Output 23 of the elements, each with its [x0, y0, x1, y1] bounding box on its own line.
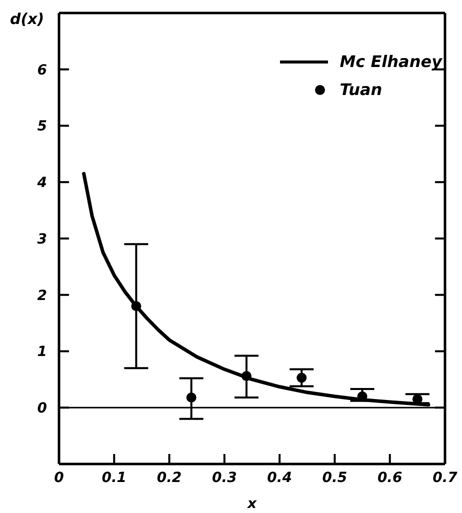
x-tick-label: 0.5 [322, 470, 348, 486]
legend-label: Tuan [340, 79, 382, 101]
y-tick-label: 0 [37, 400, 48, 417]
y-tick-label: 1 [37, 344, 47, 360]
x-tick-label: 0.1 [102, 470, 127, 486]
point [296, 372, 307, 383]
legend-label: Mc Elhaney [340, 51, 442, 73]
point [131, 301, 142, 312]
x-tick-label: 0.6 [377, 470, 403, 486]
y-tick-label: 5 [37, 118, 48, 135]
y-tick-label: 6 [37, 62, 48, 78]
y-tick-label: 4 [36, 175, 47, 192]
x-tick-label: 0 [54, 470, 64, 486]
point [241, 371, 252, 382]
x-tick-label: 0.4 [267, 470, 292, 486]
x-tick-label: 0.7 [432, 470, 458, 486]
point [186, 392, 196, 402]
y-axis-title: d(x) [10, 10, 44, 28]
x-tick-label: 0.3 [212, 470, 237, 486]
y-tick-label: 3 [37, 231, 47, 248]
y-tick-label: 2 [37, 288, 47, 304]
x-axis-title: x [246, 496, 258, 512]
x-tick-label: 0.2 [156, 470, 182, 486]
